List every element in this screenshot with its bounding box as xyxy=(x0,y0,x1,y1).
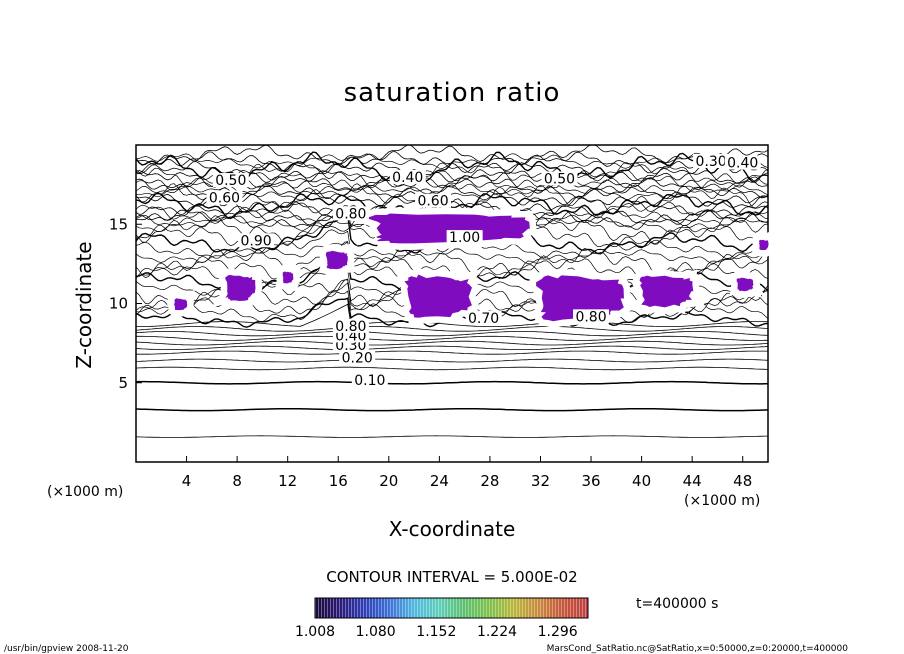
x-tick-label: 48 xyxy=(733,472,752,490)
contour-label-bg xyxy=(415,193,452,208)
contour-label: 0.10 xyxy=(354,373,385,389)
chart-title: saturation ratio xyxy=(344,78,561,108)
contour-line xyxy=(136,435,768,438)
contour-line xyxy=(135,380,768,385)
contour-label: 0.90 xyxy=(240,233,271,249)
y-axis-label: Z-coordinate xyxy=(72,241,96,368)
time-label: t=400000 s xyxy=(636,596,718,612)
supersaturated-region xyxy=(736,277,754,292)
contour-line xyxy=(135,183,769,214)
x-tick-label: 4 xyxy=(182,472,192,490)
contour-label: 0.40 xyxy=(727,156,758,172)
x-tick-label: 24 xyxy=(430,472,449,490)
contour-label: 0.40 xyxy=(392,170,423,186)
contour-label-bg xyxy=(351,372,388,387)
contour-line xyxy=(135,326,769,332)
contour-label-bg xyxy=(339,350,376,365)
supersaturated-region xyxy=(225,274,256,302)
supersaturated-region xyxy=(366,213,530,244)
plot-area: 0.100.200.300.400.800.800.700.900.800.60… xyxy=(135,144,778,463)
x-tick-label: 40 xyxy=(632,472,651,490)
contour-label-bg xyxy=(446,230,483,245)
footer-right: MarsCond_SatRatio.nc@SatRatio,x=0:50000,… xyxy=(547,644,849,654)
contour-label-bg xyxy=(332,206,369,221)
y-tick-label: 5 xyxy=(118,374,128,392)
contour-label: 0.70 xyxy=(468,311,499,327)
y-tick-label: 15 xyxy=(109,215,128,233)
contour-line xyxy=(136,350,768,355)
colorbar-tick-label: 1.224 xyxy=(477,624,517,640)
supersaturated-region xyxy=(639,275,694,308)
contour-label-bg xyxy=(206,190,243,205)
x-unit-right: (×1000 m) xyxy=(684,493,760,509)
contour-line xyxy=(136,335,768,341)
contour-line xyxy=(135,241,769,265)
contour-label: 0.80 xyxy=(335,206,366,222)
colorbar-frame xyxy=(314,597,589,619)
x-tick-label: 32 xyxy=(531,472,550,490)
contour-line xyxy=(135,144,769,166)
x-unit-left: (×1000 m) xyxy=(47,484,123,500)
supersaturated-region xyxy=(404,274,472,318)
contour-label-bg xyxy=(389,169,426,184)
x-tick-label: 20 xyxy=(379,472,398,490)
contour-label-bg xyxy=(724,155,761,170)
y-tick-label: 10 xyxy=(109,295,128,313)
contour-label: 0.30 xyxy=(696,154,727,170)
contour-line xyxy=(136,303,769,327)
contour-line xyxy=(135,151,769,174)
contour-line xyxy=(135,192,769,219)
contour-label: 0.60 xyxy=(209,190,240,206)
contour-label: 0.50 xyxy=(544,171,575,187)
x-axis-label: X-coordinate xyxy=(389,517,516,541)
x-tick-label: 12 xyxy=(278,472,297,490)
supersaturated-region xyxy=(282,271,294,284)
colorbar: 1.008 1.080 1.152 1.224 1.296 xyxy=(295,597,589,640)
x-tick-label: 44 xyxy=(683,472,702,490)
supersaturated-region xyxy=(325,250,348,270)
contour-line xyxy=(135,345,769,350)
supersaturated-region xyxy=(758,239,769,251)
contour-label-bg xyxy=(693,154,730,169)
contour-label: 1.00 xyxy=(449,230,480,246)
contour-line xyxy=(135,169,769,191)
contour-label-bg xyxy=(212,173,249,188)
contour-line xyxy=(135,407,769,412)
contour-line xyxy=(135,161,769,183)
contour-line xyxy=(135,152,769,169)
x-axis-ticks: 4 8 12 16 20 24 28 32 36 40 44 48 xyxy=(182,456,752,490)
contour-line xyxy=(135,331,769,337)
x-tick-label: 8 xyxy=(232,472,242,490)
footer-left: /usr/bin/gpview 2008-11-20 xyxy=(4,644,129,654)
colorbar-tick-label: 1.008 xyxy=(295,624,335,640)
contour-label-bg xyxy=(238,233,275,248)
colorbar-tick-label: 1.296 xyxy=(538,624,578,640)
contour-label-bg xyxy=(541,171,578,186)
contour-label: 0.60 xyxy=(417,194,448,210)
colorbar-tick-label: 1.080 xyxy=(356,624,396,640)
contour-label-bg xyxy=(332,318,369,333)
x-tick-label: 16 xyxy=(329,472,348,490)
contour-label: 0.80 xyxy=(335,319,366,335)
colorbar-stripes xyxy=(315,598,588,618)
contour-labels: 0.100.200.300.400.800.800.700.900.800.60… xyxy=(206,154,761,389)
x-tick-label: 36 xyxy=(581,472,600,490)
colorbar-tick-labels: 1.008 1.080 1.152 1.224 1.296 xyxy=(295,624,578,640)
contour-label-bg xyxy=(465,310,502,325)
supersaturated-regions xyxy=(167,206,778,329)
contour-label: 0.80 xyxy=(575,309,606,325)
contour-line xyxy=(135,366,769,371)
colorbar-tick-label: 1.152 xyxy=(416,624,456,640)
contour-label: 0.50 xyxy=(215,173,246,189)
contour-label-bg xyxy=(573,309,610,324)
x-tick-label: 28 xyxy=(480,472,499,490)
supersaturated-region xyxy=(174,298,188,311)
y-axis-ticks: 5 10 15 xyxy=(109,215,142,392)
contour-line xyxy=(135,340,769,346)
contour-line xyxy=(135,358,769,363)
contour-interval: CONTOUR INTERVAL = 5.000E-02 xyxy=(326,568,577,586)
contour-label: 0.20 xyxy=(342,351,373,367)
